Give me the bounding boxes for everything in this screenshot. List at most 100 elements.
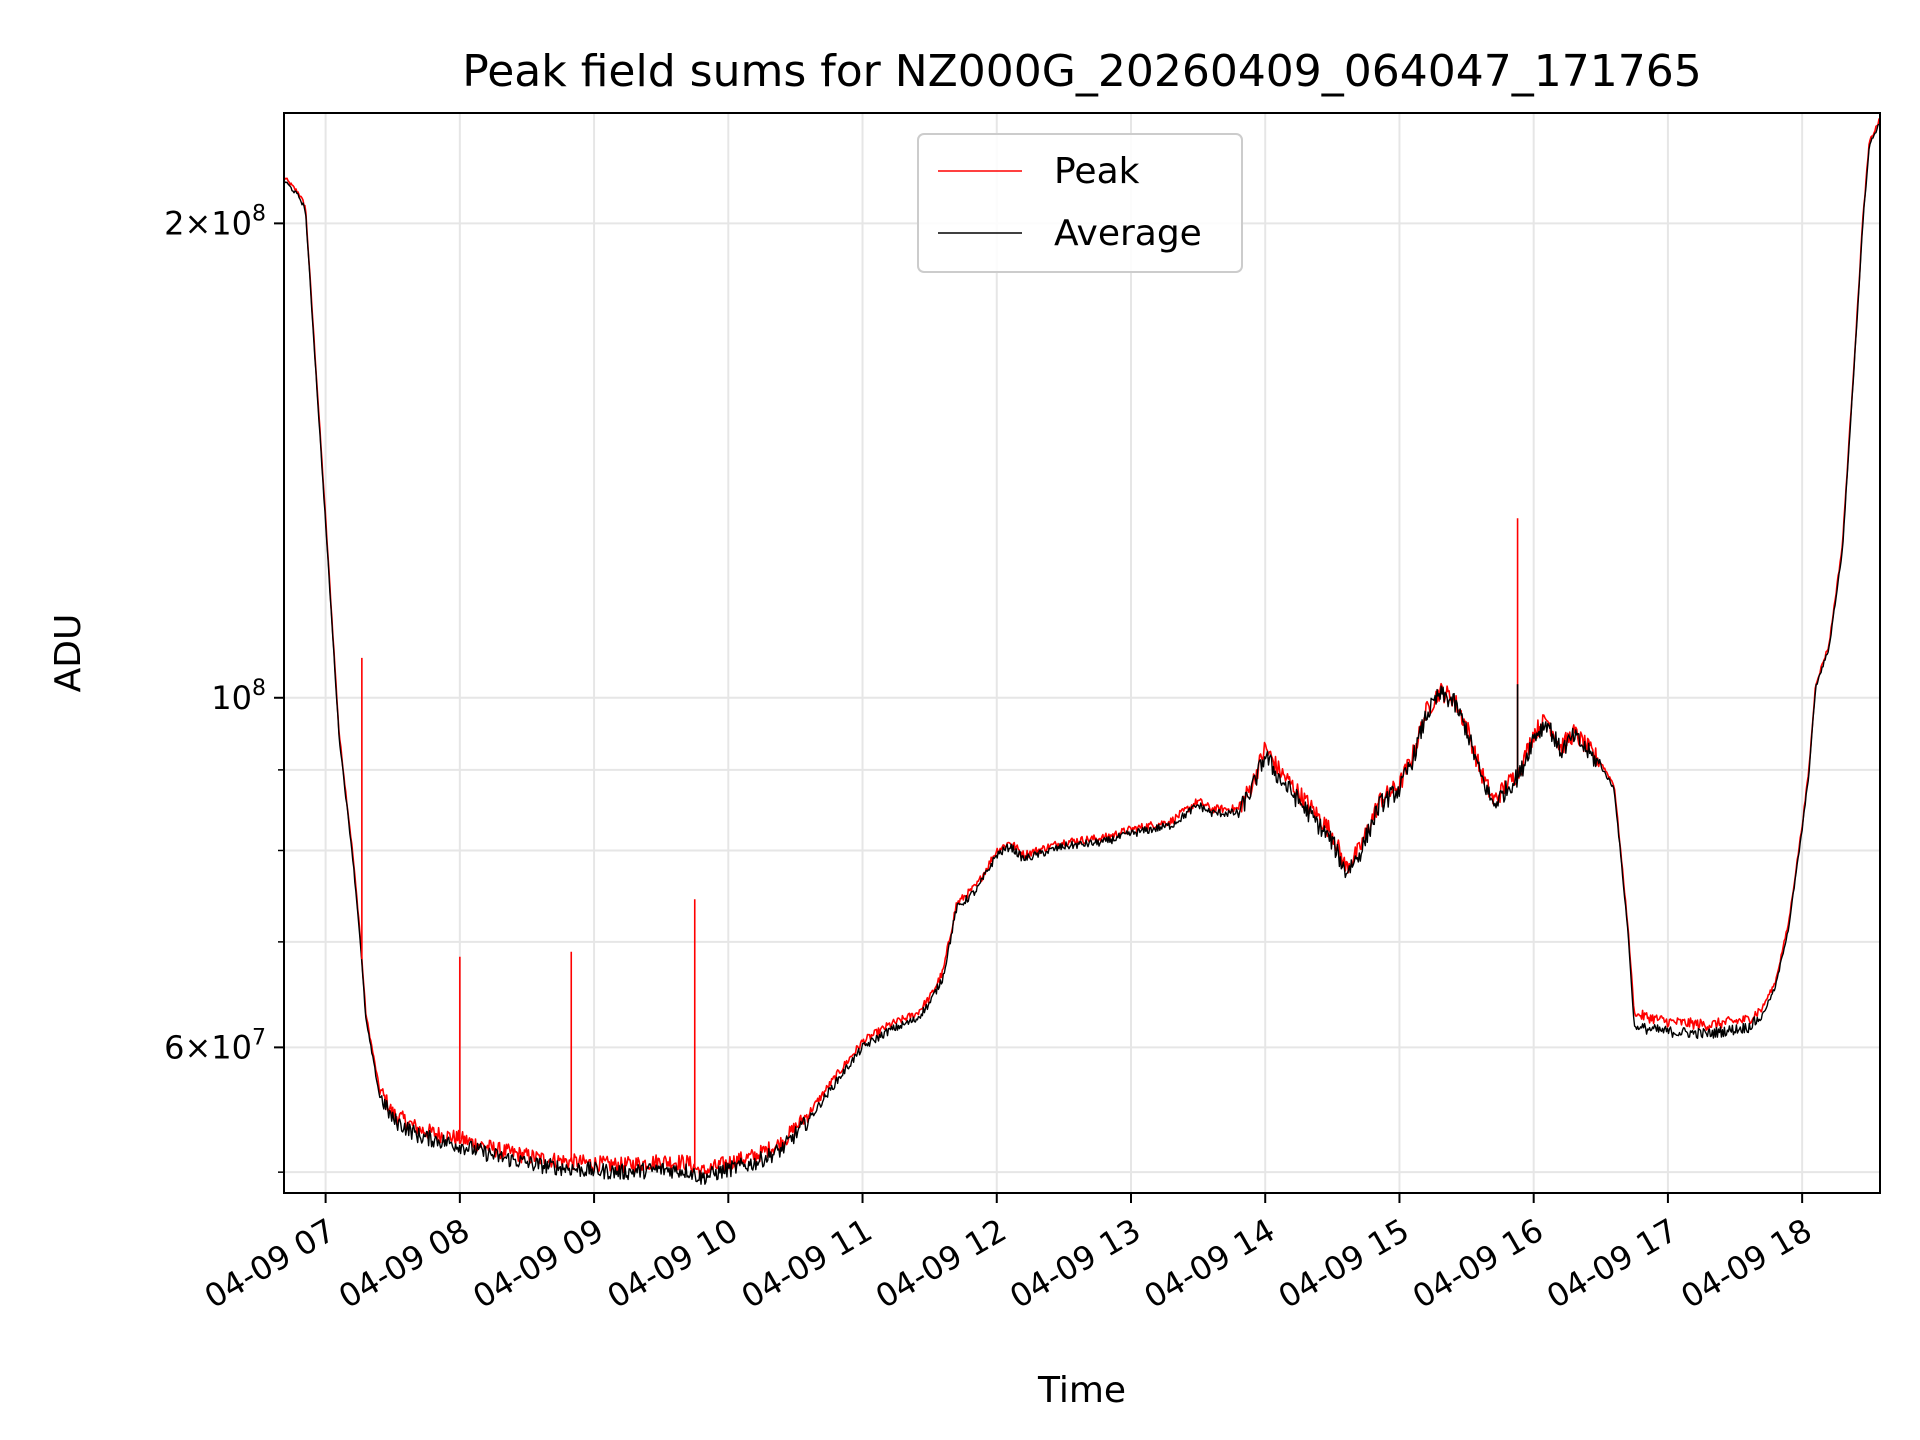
series-average-point-2 xyxy=(305,209,306,210)
series-average-point-57 xyxy=(1493,804,1494,805)
series-average-point-37 xyxy=(1171,825,1172,826)
series-average-point-48 xyxy=(1359,854,1360,855)
series-average-point-25 xyxy=(889,1030,890,1031)
series-average-point-52 xyxy=(1426,715,1427,716)
series-peak-point-2 xyxy=(305,206,306,207)
series-average-point-12 xyxy=(500,1157,501,1158)
series-average-point-28 xyxy=(943,976,944,977)
series-average-point-56 xyxy=(1479,773,1480,774)
series-peak-point-66 xyxy=(1614,785,1615,786)
series-average-point-18 xyxy=(701,1177,702,1178)
x-axis-label: Time xyxy=(1037,1370,1126,1411)
series-peak-point-16 xyxy=(661,1161,662,1162)
series-average-point-39 xyxy=(1211,812,1212,813)
y-tick-label-200000000: 2×108 xyxy=(164,201,266,242)
series-average-point-65 xyxy=(1600,766,1601,767)
series-average-point-63 xyxy=(1573,736,1574,737)
series-peak-point-17 xyxy=(687,1162,688,1163)
series-peak-point-61 xyxy=(1547,718,1548,719)
series-average-point-81 xyxy=(1862,226,1863,227)
series-average-point-69 xyxy=(1667,1031,1668,1032)
series-peak-point-70 xyxy=(1708,1024,1709,1025)
series-average-point-19 xyxy=(728,1169,729,1170)
series-average-point-76 xyxy=(1808,773,1809,774)
series-peak-point-42 xyxy=(1265,747,1266,748)
series-average-point-41 xyxy=(1251,789,1252,790)
series-average-point-7 xyxy=(365,1019,366,1020)
series-average-point-60 xyxy=(1533,736,1534,737)
series-average-point-32 xyxy=(1010,846,1011,847)
series-average-point-3 xyxy=(325,523,326,524)
series-peak-point-24 xyxy=(862,1041,863,1042)
series-average-point-75 xyxy=(1802,829,1803,830)
series-average-point-35 xyxy=(1104,841,1105,842)
series-average-point-31 xyxy=(996,854,997,855)
series-average-point-53 xyxy=(1439,694,1440,695)
plot-frame xyxy=(283,112,1881,1194)
series-peak-point-14 xyxy=(580,1162,581,1163)
series-average-point-77 xyxy=(1815,687,1816,688)
legend-label-peak: Peak xyxy=(1054,151,1140,192)
series-peak-point-22 xyxy=(808,1113,809,1114)
series-peak-point-69 xyxy=(1667,1021,1668,1022)
chart-title: Peak field sums for NZ000G_20260409_0640… xyxy=(462,46,1701,97)
series-average-point-24 xyxy=(862,1047,863,1048)
series-average-point-68 xyxy=(1634,1027,1635,1028)
series-average-point-82 xyxy=(1869,145,1870,146)
series-peak-point-60 xyxy=(1533,732,1534,733)
series-average-point-8 xyxy=(379,1094,380,1095)
series-peak-point-32 xyxy=(1010,841,1011,842)
series-average-point-47 xyxy=(1345,872,1346,873)
series-peak-point-28 xyxy=(943,971,944,972)
series-peak-point-20 xyxy=(755,1155,756,1156)
series-average-point-26 xyxy=(916,1019,917,1020)
series-average-point-27 xyxy=(929,1003,930,1004)
series-average-point-21 xyxy=(781,1149,782,1150)
series-layer xyxy=(283,117,1881,1185)
series-average-point-4 xyxy=(338,736,339,737)
series-average-point-22 xyxy=(808,1119,809,1120)
series-average-point-33 xyxy=(1023,859,1024,860)
series-average-point-38 xyxy=(1198,804,1199,805)
series-average-point-51 xyxy=(1412,758,1413,759)
legend-box xyxy=(917,133,1243,273)
series-average-point-67 xyxy=(1627,927,1628,928)
series-peak-point-71 xyxy=(1748,1019,1749,1020)
series-average xyxy=(283,123,1881,1185)
legend-label-average: Average xyxy=(1054,213,1202,254)
series-average-point-10 xyxy=(419,1136,420,1137)
series-average-point-80 xyxy=(1855,338,1856,339)
series-average-point-58 xyxy=(1506,789,1507,790)
series-average-point-36 xyxy=(1130,833,1131,834)
series-average-point-9 xyxy=(392,1119,393,1120)
series-peak-point-27 xyxy=(929,997,930,998)
legend: Peak Average xyxy=(917,133,1243,273)
series-average-point-1 xyxy=(298,196,299,197)
series-average-point-78 xyxy=(1828,648,1829,649)
series-peak-point-31 xyxy=(996,850,997,851)
series-average-point-62 xyxy=(1560,751,1561,752)
series-average-point-44 xyxy=(1292,793,1293,794)
series-average-point-20 xyxy=(755,1162,756,1163)
series-peak-point-34 xyxy=(1063,841,1064,842)
series-average-point-71 xyxy=(1748,1027,1749,1028)
series-average-point-17 xyxy=(687,1170,688,1171)
series-average-point-61 xyxy=(1547,722,1548,723)
y-axis-label: ADU xyxy=(48,614,89,693)
series-average-point-6 xyxy=(359,927,360,928)
series-average-point-45 xyxy=(1318,825,1319,826)
series-average-point-49 xyxy=(1379,804,1380,805)
series-average-point-34 xyxy=(1063,846,1064,847)
series-average-point-16 xyxy=(661,1169,662,1170)
series-average-point-42 xyxy=(1265,754,1266,755)
series-peak-point-62 xyxy=(1560,747,1561,748)
series-average-point-29 xyxy=(956,908,957,909)
series-average-point-79 xyxy=(1842,550,1843,551)
series-peak-point-44 xyxy=(1292,785,1293,786)
series-peak-point-40 xyxy=(1238,808,1239,809)
series-peak-point-38 xyxy=(1198,800,1199,801)
series-average-point-15 xyxy=(620,1172,621,1173)
series-peak-point-26 xyxy=(916,1013,917,1014)
series-average-point-73 xyxy=(1775,987,1776,988)
